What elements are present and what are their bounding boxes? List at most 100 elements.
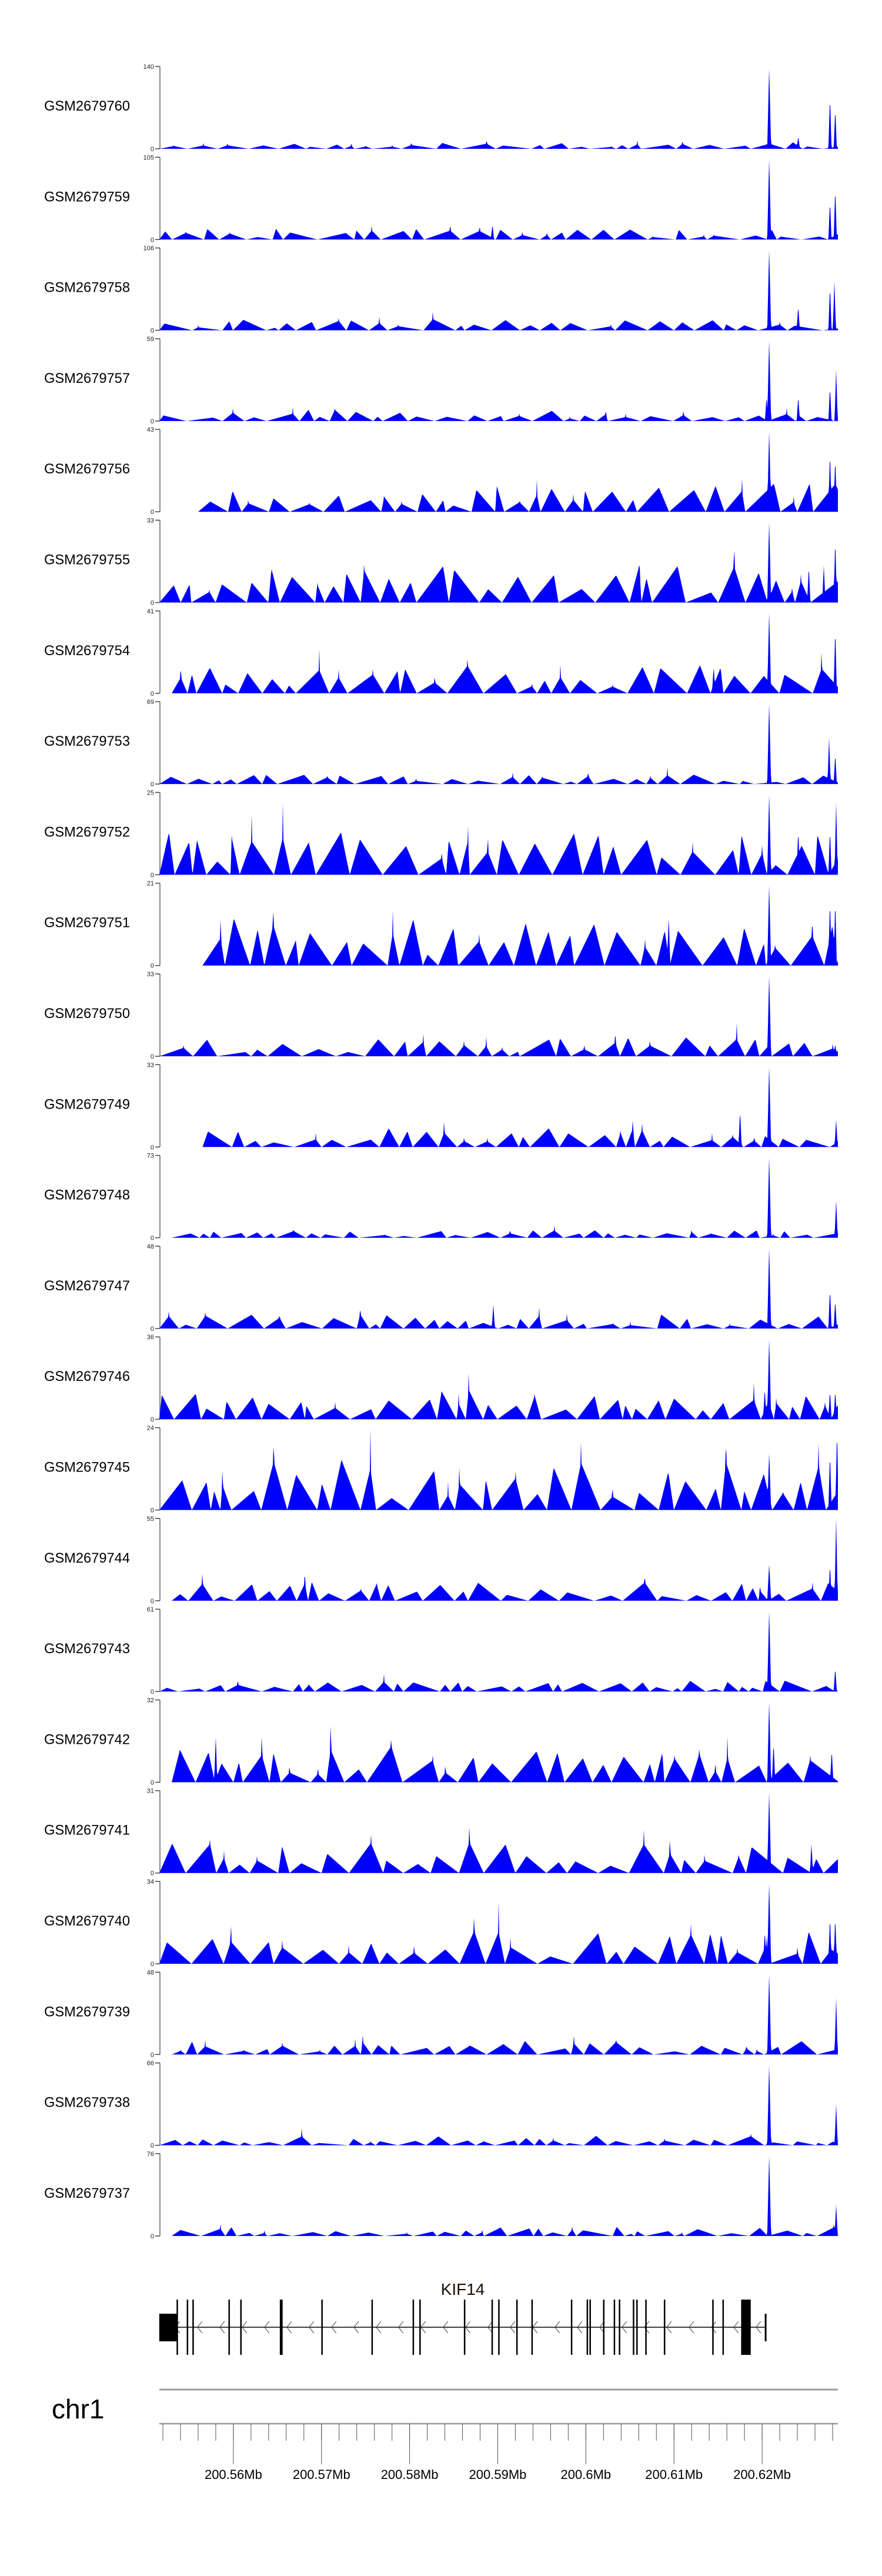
track-GSM2679739: GSM2679739 48 0 [44,1969,838,2058]
strand-arrow-icon [398,2321,404,2334]
gene-exon [633,2300,634,2355]
coverage-area [159,795,838,875]
strand-arrow-icon [554,2321,560,2334]
chromosome-axis: chr1 200.56Mb 200.57Mb 200.58Mb 200.59Mb 200… [52,2388,838,2482]
gene-exon [186,2300,189,2355]
y-tick-label-zero: 0 [151,236,154,243]
track-name-label: GSM2679738 [44,2095,130,2111]
strand-arrow-icon [197,2321,203,2334]
track-GSM2679746: GSM2679746 36 0 [44,1334,838,1423]
y-tick-label-zero: 0 [151,2233,154,2240]
coverage-area [159,1429,838,1510]
track-GSM2679740: GSM2679740 34 0 [44,1878,838,1968]
strand-arrow-icon [666,2321,672,2334]
y-tick-label-zero: 0 [151,781,154,788]
coverage-area [159,886,838,966]
y-tick-label-max: 33 [147,971,154,978]
gene-exon [491,2300,493,2355]
y-tick-label-max: 31 [147,1788,154,1795]
y-tick-label-zero: 0 [151,1870,154,1877]
y-tick-label-zero: 0 [151,1235,154,1242]
track-name-label: GSM2679749 [44,1096,130,1112]
y-tick-label-zero: 0 [151,963,154,970]
strand-arrow-icon [376,2321,382,2334]
strand-arrow-icon [242,2321,248,2334]
y-tick-label-max: 32 [147,1697,154,1704]
track-GSM2679738: GSM2679738 66 0 [44,2060,838,2150]
gene-exon [589,2300,591,2355]
y-tick-label-zero: 0 [151,600,154,607]
gene-exon [645,2300,647,2355]
gene-exon [498,2300,500,2355]
gene-exon [663,2300,666,2355]
y-tick-label-zero: 0 [151,1507,154,1514]
x-tick-label: 200.62Mb [733,2467,791,2482]
track-name-label: GSM2679741 [44,1823,130,1838]
gene-exon [619,2300,620,2355]
track-name-label: GSM2679739 [44,2004,130,2020]
y-tick-label-zero: 0 [151,1416,154,1423]
gene-utr [159,2314,178,2341]
y-tick-label-zero: 0 [151,2051,154,2058]
strand-arrow-icon [622,2321,627,2334]
track-name-label: GSM2679756 [44,461,130,477]
x-tick-label: 200.56Mb [205,2467,262,2482]
track-name-label: GSM2679744 [44,1550,130,1566]
gene-exon [516,2300,518,2355]
y-tick-label-max: 66 [147,2060,154,2067]
y-tick-label-max: 61 [147,1606,154,1613]
strand-arrow-icon [577,2321,583,2334]
strand-arrow-icon [286,2321,292,2334]
gene-exon [240,2300,242,2355]
strand-arrow-icon [443,2321,449,2334]
track-name-label: GSM2679753 [44,733,130,749]
track-name-label: GSM2679746 [44,1369,130,1384]
coverage-area [159,1067,838,1147]
track-name-label: GSM2679747 [44,1278,130,1294]
strand-arrow-icon [353,2321,359,2334]
track-GSM2679753: GSM2679753 69 0 [44,699,838,788]
y-tick-label-max: 48 [147,1969,154,1976]
coverage-area [159,250,838,331]
gene-exon [228,2300,230,2355]
track-name-label: GSM2679745 [44,1460,130,1476]
track-GSM2679758: GSM2679758 106 0 [44,245,838,335]
strand-arrow-icon [264,2321,270,2334]
y-tick-label-max: 33 [147,1062,154,1069]
strand-arrow-icon [599,2321,605,2334]
chromosome-label: chr1 [52,2394,104,2424]
y-tick-label-max: 33 [147,518,154,525]
y-tick-label-zero: 0 [151,1779,154,1786]
strand-arrow-icon [644,2321,650,2334]
y-tick-label-zero: 0 [151,328,154,335]
track-GSM2679757: GSM2679757 59 0 [44,336,838,425]
coverage-area [159,1157,838,1238]
coverage-area [159,1339,838,1420]
y-tick-label-max: 76 [147,2151,154,2158]
coverage-tracks: GSM26797601400GSM26797591050GSM267975810… [44,64,838,2240]
track-GSM2679759: GSM2679759 105 0 [44,154,838,243]
track-GSM2679751: GSM2679751 21 0 [44,880,838,970]
track-name-label: GSM2679758 [44,280,130,296]
track-name-label: GSM2679759 [44,189,130,205]
y-tick-label-max: 41 [147,608,154,615]
y-tick-label-max: 48 [147,1243,154,1250]
gene-exon [176,2300,178,2355]
track-GSM2679756: GSM2679756 43 0 [44,426,838,516]
strand-arrow-icon [689,2321,694,2334]
y-tick-label-max: 34 [147,1878,154,1886]
coverage-area [159,704,838,785]
coverage-area [159,1611,838,1692]
y-tick-label-zero: 0 [151,1598,154,1605]
gene-exon [371,2300,373,2355]
y-tick-label-max: 55 [147,1516,154,1523]
y-tick-label-max: 73 [147,1153,154,1160]
y-tick-label-zero: 0 [151,509,154,516]
track-name-label: GSM2679743 [44,1641,130,1657]
x-tick-label: 200.61Mb [645,2467,703,2482]
y-tick-label-zero: 0 [151,1326,154,1333]
strand-arrow-icon [487,2321,493,2334]
gene-name-label: KIF14 [441,2280,485,2298]
coverage-area [159,1249,838,1329]
gene-exon [636,2300,638,2355]
